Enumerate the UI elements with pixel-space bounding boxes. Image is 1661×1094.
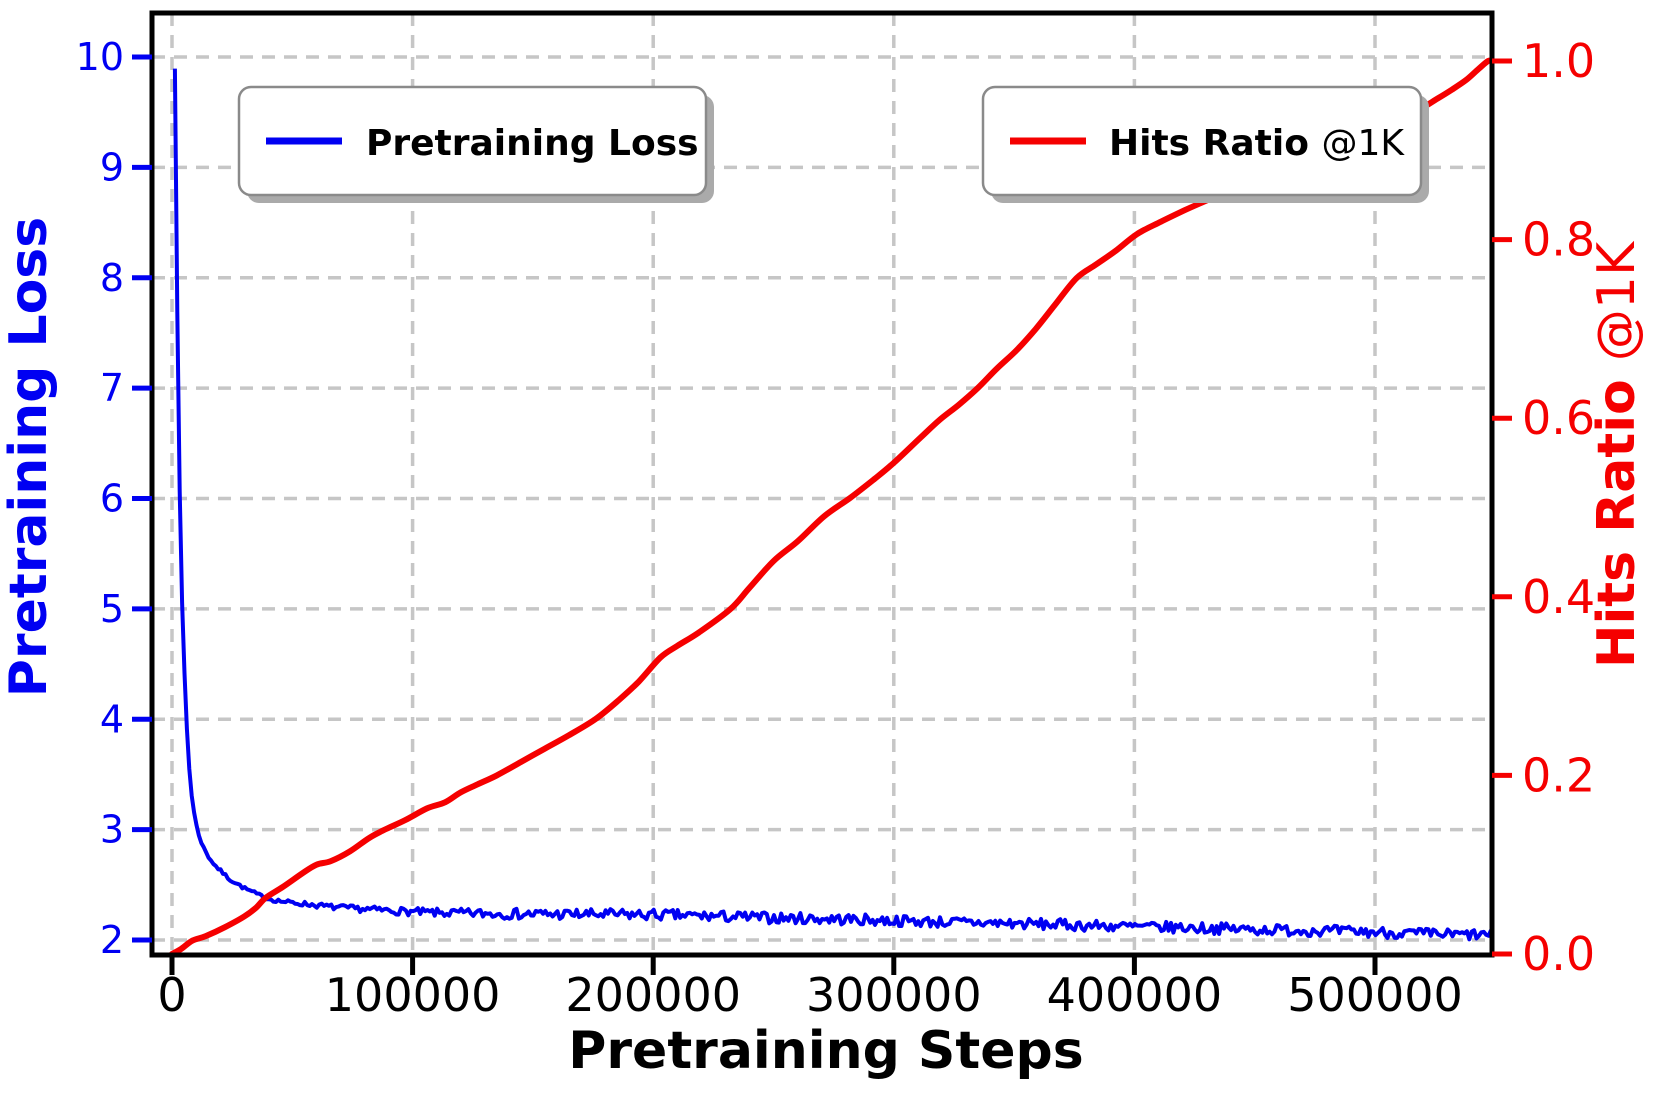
x-axis-title: Pretraining Steps [568, 1021, 1083, 1081]
tick-label: 3 [100, 808, 124, 852]
legend-label: Pretraining Loss [366, 123, 699, 164]
legend-pretraining-loss: Pretraining Loss [237, 85, 714, 203]
right-axis-title-bold: Hits Ratio [1587, 361, 1647, 668]
tick-label: 7 [100, 366, 124, 410]
loss-line [172, 68, 1492, 942]
tick-label: 100000 [325, 968, 501, 1022]
tick-label: 0.8 [1522, 213, 1595, 267]
tick-label: 400000 [1047, 968, 1223, 1022]
tick-label: 0 [157, 968, 186, 1022]
left-axis-title: Pretraining Loss [0, 217, 59, 697]
tick-label: 200000 [565, 968, 741, 1022]
plot-frame [149, 10, 1495, 958]
tick-label: 1.0 [1522, 34, 1595, 88]
tick-label: 10 [76, 35, 124, 79]
tick-label: 4 [100, 697, 124, 741]
gridlines [152, 13, 1492, 955]
tick-label: 500000 [1287, 968, 1463, 1022]
right-axis-title: Hits Ratio @1K [1587, 240, 1647, 668]
right-axis-title-light: @1K [1587, 240, 1647, 361]
tick-label: 0.6 [1522, 391, 1595, 445]
tick-label: 0.2 [1522, 748, 1595, 802]
legend-box [981, 85, 1423, 197]
tick-label: 6 [100, 477, 124, 521]
legend-box [237, 85, 708, 197]
legend-hits-ratio: Hits Ratio @1K [981, 85, 1429, 203]
tick-label: 8 [100, 256, 124, 300]
legend-label-light: @1K [1321, 123, 1405, 164]
axis-ticks: 2 3 4 5 6 7 8 9 10 0.0 0.2 0.4 0.6 0.8 1.0 0 100000 20000… [76, 34, 1596, 1022]
legend-label: Hits Ratio @1K [1109, 123, 1405, 164]
tick-label: 0.4 [1522, 570, 1595, 624]
tick-label: 0.0 [1522, 927, 1595, 981]
tick-label: 5 [100, 587, 124, 631]
legend-label-bold: Hits Ratio [1109, 123, 1321, 164]
tick-label: 2 [100, 918, 124, 962]
tick-label: 9 [100, 145, 124, 189]
tick-label: 300000 [806, 968, 982, 1022]
